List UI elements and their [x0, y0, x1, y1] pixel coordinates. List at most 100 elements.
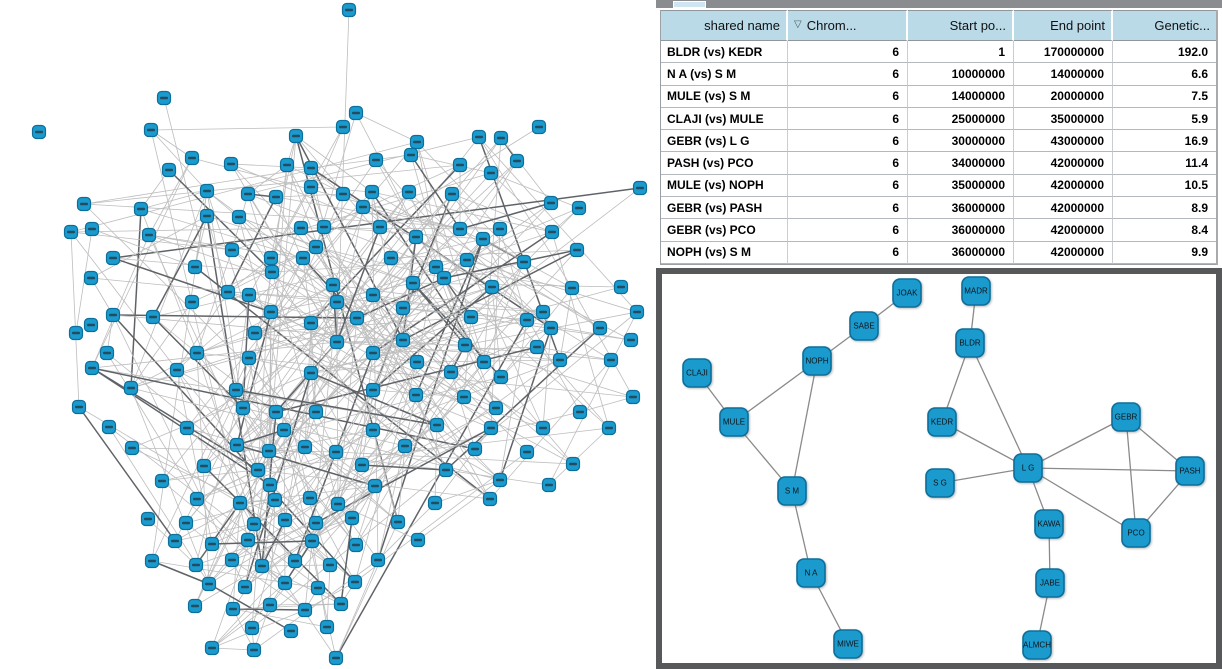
table-scrollbar-track[interactable]: [1216, 10, 1218, 265]
overview-network-node[interactable]: [475, 231, 491, 247]
table-cell[interactable]: 6: [788, 174, 908, 198]
overview-network-node[interactable]: [408, 229, 424, 245]
overview-network-node[interactable]: [347, 574, 363, 590]
overview-network-node[interactable]: [328, 650, 344, 666]
overview-network-node[interactable]: [99, 345, 115, 361]
overview-network-node[interactable]: [187, 259, 203, 275]
overview-network-node[interactable]: [493, 369, 509, 385]
overview-network-node[interactable]: [143, 122, 159, 138]
overview-network-node[interactable]: [535, 304, 551, 320]
table-cell[interactable]: BLDR (vs) KEDR: [661, 41, 788, 64]
overview-network-node[interactable]: [199, 208, 215, 224]
table-cell[interactable]: 1: [908, 41, 1014, 64]
filter-icon[interactable]: ▽: [794, 19, 802, 30]
overview-network-node[interactable]: [189, 491, 205, 507]
node-shape[interactable]: [1175, 456, 1205, 486]
overview-network-node[interactable]: [368, 152, 384, 168]
overview-network-node[interactable]: [184, 294, 200, 310]
overview-network-node[interactable]: [452, 157, 468, 173]
table-cell[interactable]: 16.9: [1113, 130, 1216, 153]
table-cell[interactable]: NOPH (vs) S M: [661, 241, 788, 264]
table-cell[interactable]: 8.9: [1113, 197, 1216, 220]
overview-network-node[interactable]: [308, 515, 324, 531]
table-cell[interactable]: 192.0: [1113, 41, 1216, 64]
table-cell[interactable]: 6: [788, 41, 908, 64]
table-row[interactable]: MULE (vs) NOPH 6 35000000 42000000 10.5: [661, 174, 1216, 198]
network-node-bldr[interactable]: BLDR: [955, 328, 985, 358]
overview-network-node[interactable]: [178, 515, 194, 531]
overview-network-node[interactable]: [364, 184, 380, 200]
overview-network-node[interactable]: [310, 580, 326, 596]
overview-network-node[interactable]: [223, 156, 239, 172]
overview-network-node[interactable]: [189, 345, 205, 361]
overview-network-node[interactable]: [204, 640, 220, 656]
overview-network-node[interactable]: [367, 478, 383, 494]
network-node-s-m[interactable]: S M: [777, 476, 807, 506]
overview-network-node[interactable]: [196, 458, 212, 474]
overview-network-node[interactable]: [370, 552, 386, 568]
overview-network-node[interactable]: [76, 196, 92, 212]
overview-network-node[interactable]: [333, 596, 349, 612]
table-cell[interactable]: 42000000: [1014, 241, 1113, 264]
overview-network-node[interactable]: [241, 350, 257, 366]
overview-network-node[interactable]: [436, 270, 452, 286]
table-cell[interactable]: GEBR (vs) PCO: [661, 219, 788, 242]
overview-network-node[interactable]: [262, 597, 278, 613]
node-shape[interactable]: [1111, 402, 1141, 432]
network-node-noph[interactable]: NOPH: [802, 346, 832, 376]
overview-network-node[interactable]: [225, 601, 241, 617]
network-node-jabe[interactable]: JABE: [1035, 568, 1065, 598]
overview-network-node[interactable]: [322, 557, 338, 573]
overview-network-node[interactable]: [535, 420, 551, 436]
overview-network-node[interactable]: [133, 201, 149, 217]
overview-network-node[interactable]: [140, 511, 156, 527]
overview-network-node[interactable]: [304, 533, 320, 549]
overview-network-node[interactable]: [84, 221, 100, 237]
overview-network-node[interactable]: [224, 242, 240, 258]
node-shape[interactable]: [802, 346, 832, 376]
network-node-s-g[interactable]: S G: [925, 468, 955, 498]
table-cell[interactable]: 9.9: [1113, 242, 1216, 264]
table-toolbar-tab[interactable]: [673, 1, 706, 8]
overview-network-node[interactable]: [463, 309, 479, 325]
overview-network-node[interactable]: [483, 165, 499, 181]
overview-network-node[interactable]: [541, 477, 557, 493]
overview-network-node[interactable]: [105, 307, 121, 323]
overview-network-node[interactable]: [564, 280, 580, 296]
network-node-miwe[interactable]: MIWE: [833, 629, 863, 659]
overview-network-node[interactable]: [276, 422, 292, 438]
overview-network-node[interactable]: [169, 362, 185, 378]
overview-network-node[interactable]: [482, 491, 498, 507]
overview-network-node[interactable]: [410, 532, 426, 548]
node-shape[interactable]: [892, 278, 922, 308]
overview-network-node[interactable]: [71, 399, 87, 415]
overview-network-node[interactable]: [365, 287, 381, 303]
overview-network-node[interactable]: [348, 537, 364, 553]
table-row[interactable]: GEBR (vs) PCO 6 36000000 42000000 8.4: [661, 219, 1216, 242]
overview-network-node[interactable]: [429, 417, 445, 433]
overview-network-node[interactable]: [224, 552, 240, 568]
overview-network-node[interactable]: [390, 514, 406, 530]
table-row[interactable]: GEBR (vs) PASH 6 36000000 42000000 8.9: [661, 197, 1216, 220]
column-header-shared-name[interactable]: shared name: [661, 10, 788, 41]
table-cell[interactable]: 6: [788, 63, 908, 86]
overview-network-node[interactable]: [383, 250, 399, 266]
overview-network-node[interactable]: [349, 310, 365, 326]
overview-network-node[interactable]: [325, 277, 341, 293]
table-cell[interactable]: 42000000: [1014, 197, 1113, 220]
overview-network-node[interactable]: [443, 364, 459, 380]
overview-network-node[interactable]: [395, 332, 411, 348]
table-cell[interactable]: 43000000: [1014, 130, 1113, 153]
overview-network-node[interactable]: [303, 315, 319, 331]
network-node-almch[interactable]: ALMCH: [1022, 630, 1052, 660]
overview-network-node[interactable]: [297, 439, 313, 455]
overview-network-node[interactable]: [277, 512, 293, 528]
overview-network-node[interactable]: [303, 160, 319, 176]
overview-network-node[interactable]: [516, 254, 532, 270]
table-cell[interactable]: 14000000: [1014, 63, 1113, 86]
overview-network-node[interactable]: [145, 309, 161, 325]
overview-network-node[interactable]: [268, 404, 284, 420]
table-cell[interactable]: MULE (vs) NOPH: [661, 174, 788, 198]
overview-network-node[interactable]: [484, 279, 500, 295]
network-node-joak[interactable]: JOAK: [892, 278, 922, 308]
